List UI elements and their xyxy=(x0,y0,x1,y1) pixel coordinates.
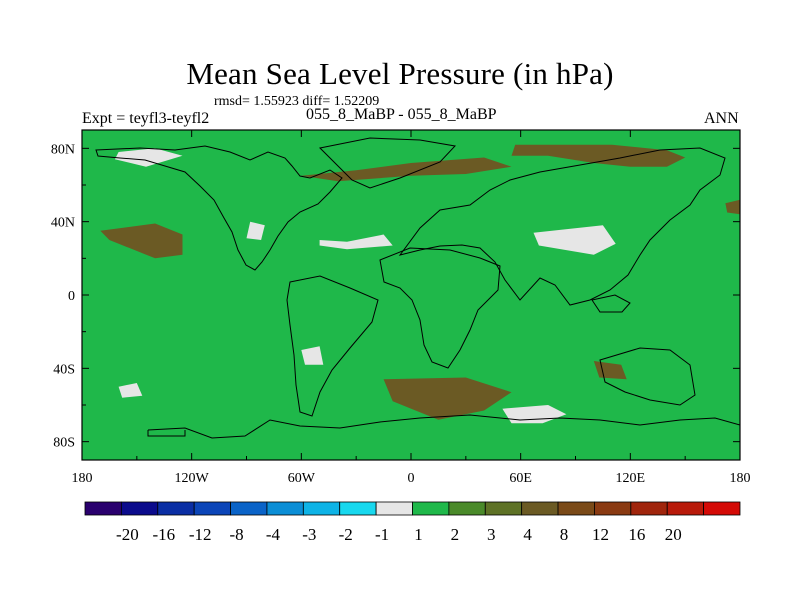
colorbar-box xyxy=(594,501,632,516)
colorbar-box xyxy=(703,501,741,516)
x-tick-label: 60W xyxy=(288,471,316,486)
coastline-south-america xyxy=(286,275,379,417)
coastline-africa xyxy=(379,247,501,369)
colorbar-label: -16 xyxy=(152,525,175,544)
colorbar-label: -20 xyxy=(116,525,139,544)
colorbar-box xyxy=(484,501,523,516)
x-tick-label: 120W xyxy=(175,471,210,486)
colorbar-box xyxy=(557,501,595,516)
subtitle: 055_8_MaBP - 055_8_MaBP xyxy=(306,106,497,123)
experiment-label: Expt = teyfl3-teyfl2 xyxy=(82,110,210,127)
coastlines xyxy=(95,137,740,439)
colorbar: -20 -16 -12 -8 -4 -3 -2 -1 1 2 3 4 8 12 16 20 xyxy=(84,501,741,544)
colorbar-label: 4 xyxy=(523,525,532,544)
region-arctic-eurasia xyxy=(511,144,686,167)
y-tick-label: 80S xyxy=(53,436,75,451)
colorbar-box xyxy=(448,501,486,516)
region-northern-europe xyxy=(301,157,512,182)
colorbar-label: 8 xyxy=(560,525,569,544)
colorbar-label: -8 xyxy=(229,525,243,544)
colorbar-label: -3 xyxy=(302,525,316,544)
region-north-america-low xyxy=(246,221,265,240)
coastline-antarctica-ross xyxy=(147,430,186,437)
colorbar-box xyxy=(84,501,122,516)
stats-line: rmsd= 1.55923 diff= 1.52209 xyxy=(214,94,380,109)
region-southern-ocean-atlantic xyxy=(383,377,512,420)
colorbar-box xyxy=(339,501,377,516)
coastline-north-america xyxy=(95,145,343,271)
colorbar-label: 20 xyxy=(665,525,682,544)
region-south-america-low xyxy=(301,346,324,365)
coastline-antarctica xyxy=(147,414,740,439)
region-central-asia-low xyxy=(533,225,616,255)
colorbar-label: 16 xyxy=(628,525,645,544)
region-australia-patch xyxy=(593,361,627,380)
region-north-atlantic-ne xyxy=(725,199,740,215)
colorbar-box xyxy=(230,501,268,516)
y-tick-label: 40N xyxy=(51,216,75,231)
y-tick-label: 40S xyxy=(53,362,75,377)
colorbar-label: -12 xyxy=(189,525,212,544)
x-tick-label: 0 xyxy=(408,471,415,486)
colorbar-label: 2 xyxy=(451,525,460,544)
colorbar-box xyxy=(157,501,195,516)
colorbar-box xyxy=(375,501,413,516)
colorbar-label: -4 xyxy=(266,525,281,544)
coastline-australia xyxy=(599,347,696,406)
colorbar-label: 3 xyxy=(487,525,496,544)
y-tick-label: 80N xyxy=(51,142,75,157)
x-tick-label: 120E xyxy=(616,471,646,486)
coastline-se-asia xyxy=(591,294,631,313)
region-arctic-pacific-low xyxy=(114,148,183,167)
colorbar-box xyxy=(412,501,450,516)
colorbar-label: 12 xyxy=(592,525,609,544)
region-south-pacific-low xyxy=(118,383,143,398)
colorbar-box xyxy=(193,501,231,516)
colorbar-box xyxy=(666,501,705,516)
coastline-eurasia xyxy=(398,147,726,306)
coastline-greenland xyxy=(318,137,457,189)
chart-title: Mean Sea Level Pressure (in hPa) xyxy=(186,56,614,91)
x-tick-label: 180 xyxy=(730,471,751,486)
season-label: ANN xyxy=(704,110,739,127)
colorbar-box xyxy=(120,501,159,516)
colorbar-box xyxy=(630,501,668,516)
map-background xyxy=(82,130,740,460)
colorbar-label: 1 xyxy=(414,525,423,544)
colorbar-label: -2 xyxy=(339,525,353,544)
x-tick-label: 60E xyxy=(509,471,532,486)
colorbar-box xyxy=(302,501,341,516)
x-axis: 180 120W 60W 0 60E 120E 180 xyxy=(72,130,751,486)
region-central-atlantic-low xyxy=(319,234,393,250)
colorbar-box xyxy=(521,501,559,516)
region-north-pacific-high xyxy=(100,223,183,259)
y-tick-label: 0 xyxy=(68,289,75,304)
colorbar-box xyxy=(266,501,304,516)
x-tick-label: 180 xyxy=(72,471,93,486)
colorbar-label: -1 xyxy=(375,525,389,544)
y-axis: 80N 40N 0 40S 80S xyxy=(51,142,740,451)
